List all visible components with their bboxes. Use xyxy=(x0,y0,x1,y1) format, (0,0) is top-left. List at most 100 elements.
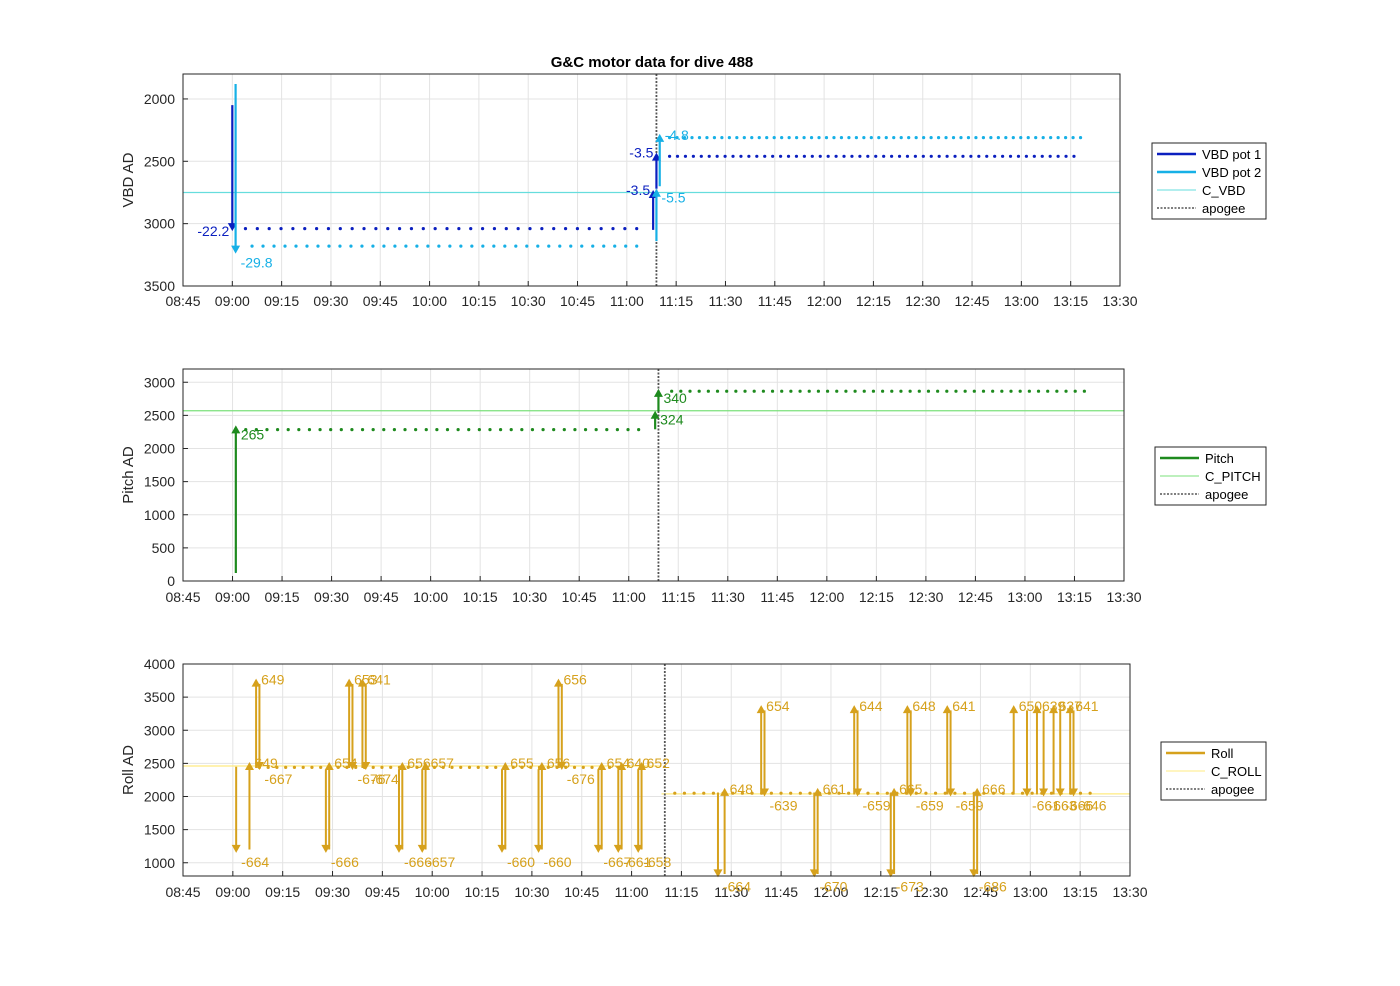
data-point xyxy=(448,244,452,248)
data-point xyxy=(552,428,556,432)
data-point xyxy=(1088,791,1092,795)
data-point xyxy=(414,428,418,432)
arrow: -664 xyxy=(713,792,751,894)
data-point xyxy=(360,428,365,432)
arrow-label: -661 xyxy=(623,854,651,870)
arrow-head xyxy=(889,787,899,796)
data-point xyxy=(869,136,873,140)
legend-box xyxy=(1154,446,1267,506)
data-point xyxy=(591,244,595,248)
data-point xyxy=(723,154,727,158)
arrow-head xyxy=(231,425,241,434)
arrow: -676 xyxy=(557,683,595,787)
data-point xyxy=(1027,389,1031,393)
data-point xyxy=(933,791,938,795)
data-point xyxy=(953,791,957,795)
data-point xyxy=(847,791,851,795)
arrow: -657 xyxy=(417,770,455,870)
x-tick-label: 13:15 xyxy=(1057,589,1092,605)
y-tick-label: 1500 xyxy=(144,822,175,838)
data-point xyxy=(1072,154,1076,158)
data-point xyxy=(445,227,449,231)
arrow-head xyxy=(394,844,404,853)
data-point xyxy=(1011,136,1015,140)
data-point xyxy=(914,136,918,140)
arrow: 656 xyxy=(553,672,587,769)
data-point xyxy=(673,791,677,795)
data-point xyxy=(424,428,428,432)
data-point xyxy=(382,244,386,248)
x-tick-label: 09:15 xyxy=(265,884,300,900)
arrow: 655 xyxy=(500,755,534,850)
data-point xyxy=(917,389,921,393)
data-point xyxy=(316,244,320,248)
data-point xyxy=(929,136,933,140)
data-point xyxy=(315,227,319,231)
data-point xyxy=(690,136,694,140)
data-point xyxy=(707,154,711,158)
arrow: 666 xyxy=(972,781,1006,875)
arrow: -676 xyxy=(347,683,386,787)
data-point xyxy=(435,428,439,432)
x-tick-label: 13:15 xyxy=(1063,884,1098,900)
data-point xyxy=(467,765,472,769)
x-tick-label: 10:15 xyxy=(461,293,496,309)
data-point xyxy=(393,244,397,248)
x-tick-label: 09:00 xyxy=(215,884,250,900)
data-point xyxy=(450,765,454,769)
arrow-label: -666 xyxy=(1065,798,1093,814)
panel-3: 08:45 09:00 09:15 09:30 09:45 10:00 10:15 10:30… xyxy=(120,656,1267,900)
data-point xyxy=(844,389,848,393)
arrow: 654 xyxy=(756,698,790,795)
data-point xyxy=(403,428,407,432)
y-tick-label: 2500 xyxy=(144,153,175,169)
data-point xyxy=(292,765,297,769)
data-point xyxy=(881,389,885,393)
series-dots xyxy=(667,136,1083,140)
data-point xyxy=(890,389,894,393)
x-tick-label: 10:45 xyxy=(560,293,595,309)
x-tick-label: 11:15 xyxy=(659,293,693,309)
data-point xyxy=(926,389,931,393)
data-point xyxy=(469,227,473,231)
arrow-label: -667 xyxy=(603,854,631,870)
arrow: -670 xyxy=(809,792,848,894)
arrow-head xyxy=(597,762,607,771)
data-point xyxy=(908,389,912,393)
x-tick-label: 10:45 xyxy=(564,884,599,900)
data-point xyxy=(1082,389,1086,393)
data-point xyxy=(594,428,598,432)
arrow: -686 xyxy=(969,792,1007,894)
arrow-head xyxy=(633,844,643,853)
arrow-head xyxy=(500,762,510,771)
x-tick-label: 09:45 xyxy=(364,589,399,605)
data-point xyxy=(780,136,784,140)
arrow: 648 xyxy=(720,781,753,875)
x-tick-label: 09:00 xyxy=(215,589,250,605)
data-point xyxy=(459,765,463,769)
arrow-head xyxy=(324,762,334,771)
data-point xyxy=(529,765,533,769)
data-point xyxy=(747,154,751,158)
data-point xyxy=(921,154,925,158)
arrow: -661 xyxy=(1022,710,1060,814)
data-point xyxy=(329,428,333,432)
data-point xyxy=(885,791,889,795)
arrow-label: -667 xyxy=(264,771,292,787)
data-point xyxy=(810,154,814,158)
arrow: -659 xyxy=(853,710,891,814)
x-tick-label: 12:45 xyxy=(958,589,993,605)
arrow: -661 xyxy=(613,770,652,870)
data-point xyxy=(711,791,716,795)
data-point xyxy=(605,428,609,432)
arrow: -667 xyxy=(254,683,293,787)
y-tick-label: 1000 xyxy=(144,855,175,871)
x-tick-label: 13:30 xyxy=(1102,293,1137,309)
data-point xyxy=(409,227,414,231)
data-point xyxy=(1064,136,1068,140)
data-point xyxy=(842,154,846,158)
arrow-label: -658 xyxy=(643,854,671,870)
arrow-head xyxy=(651,188,661,197)
data-point xyxy=(892,136,896,140)
data-point xyxy=(761,389,765,393)
